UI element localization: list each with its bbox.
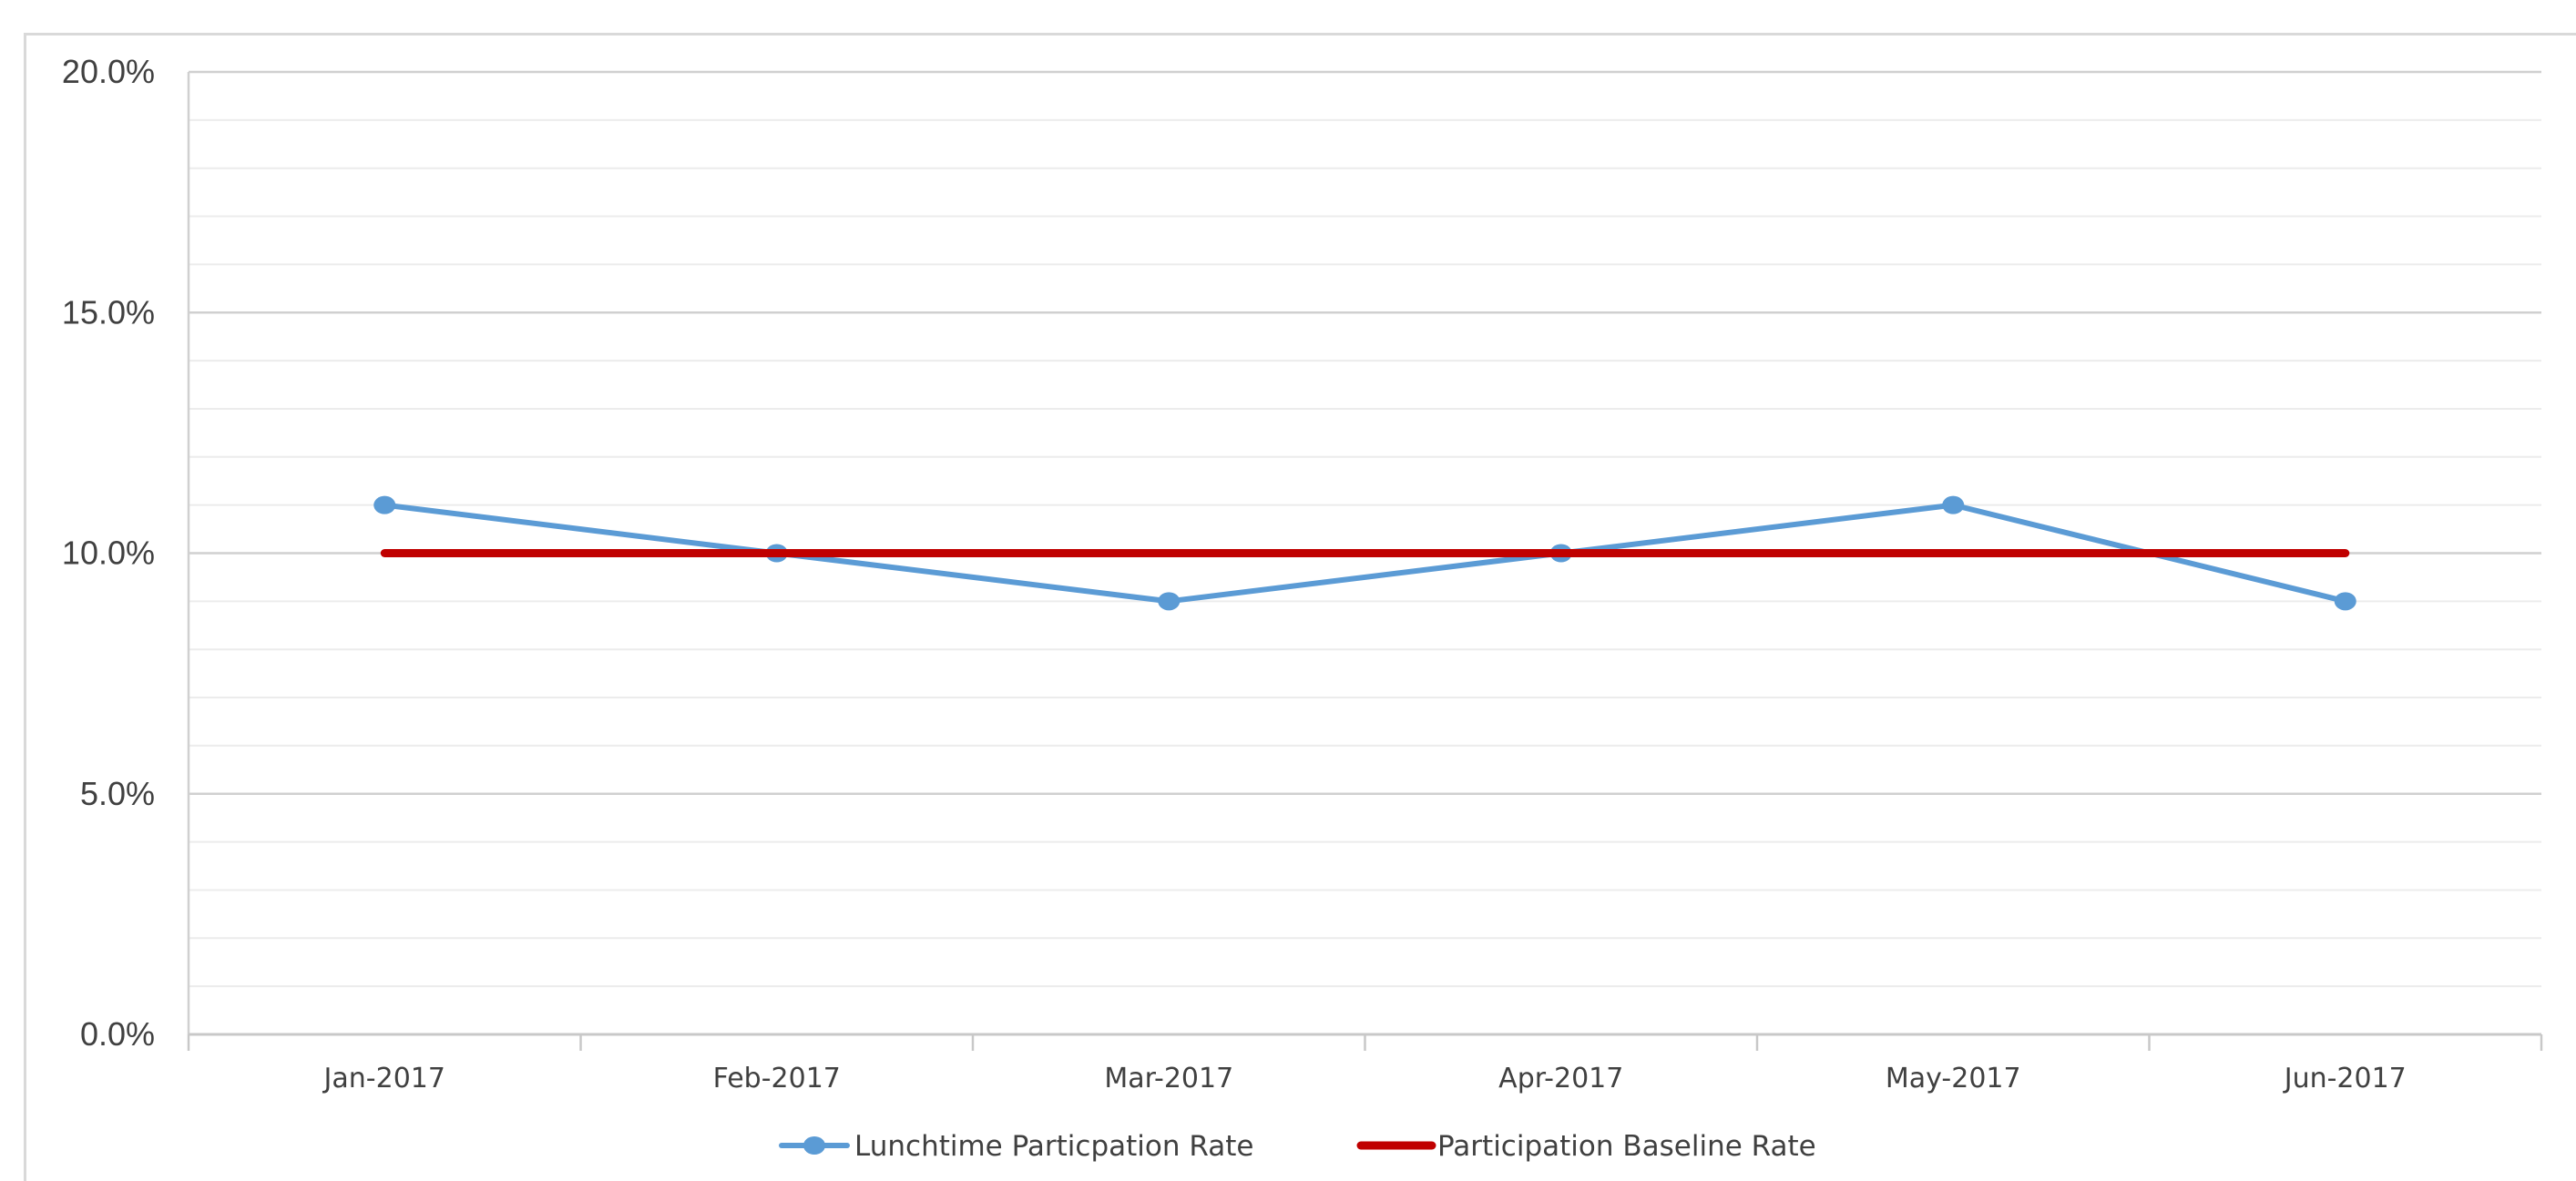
y-tick-label: 5.0% bbox=[80, 775, 155, 812]
y-tick-label: 10.0% bbox=[62, 535, 155, 572]
x-tick-label: Apr-2017 bbox=[1498, 1063, 1623, 1094]
legend-label: Participation Baseline Rate bbox=[1437, 1130, 1816, 1163]
data-point-marker bbox=[1158, 592, 1180, 610]
legend-item-1: Participation Baseline Rate bbox=[1361, 1130, 1816, 1163]
x-tick-label: Jun-2017 bbox=[2283, 1063, 2407, 1094]
y-tick-label: 15.0% bbox=[62, 293, 155, 331]
x-axis-tick-labels: Jan-2017 Feb-2017 Mar-2017 Apr-2017 May-2017… bbox=[322, 1063, 2407, 1094]
data-point-marker bbox=[2335, 592, 2356, 610]
y-tick-label: 0.0% bbox=[80, 1015, 155, 1053]
data-point-marker bbox=[1942, 496, 1964, 514]
legend: Lunchtime Particpation Rate Participation… bbox=[782, 1130, 1816, 1163]
legend-item-0: Lunchtime Particpation Rate bbox=[782, 1130, 1253, 1163]
x-tick-label: Mar-2017 bbox=[1104, 1063, 1233, 1094]
data-point-marker bbox=[373, 496, 395, 514]
series-layer bbox=[373, 496, 2356, 611]
x-tick-label: Feb-2017 bbox=[713, 1063, 841, 1094]
legend-swatch-marker bbox=[803, 1136, 825, 1155]
y-axis-tick-labels: 0.0% 5.0% 10.0% 15.0% 20.0% bbox=[62, 53, 155, 1053]
legend-label: Lunchtime Particpation Rate bbox=[854, 1130, 1253, 1163]
y-tick-label: 20.0% bbox=[62, 53, 155, 90]
x-tick-label: May-2017 bbox=[1886, 1063, 2021, 1094]
major-gridlines bbox=[189, 72, 2541, 794]
x-tick-label: Jan-2017 bbox=[322, 1063, 445, 1094]
